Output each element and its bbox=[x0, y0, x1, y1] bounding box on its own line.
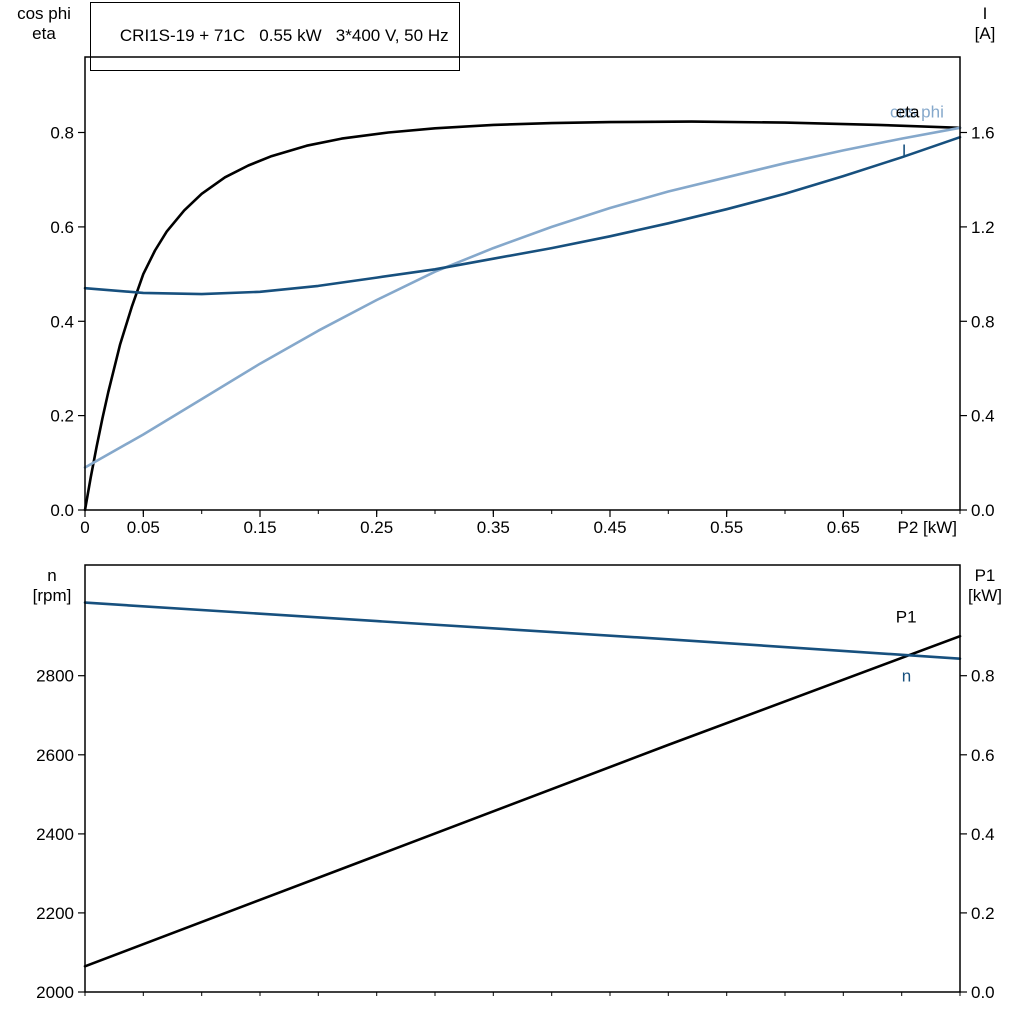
bottom-right-axis-title: P1 [kW] bbox=[956, 566, 1014, 606]
top-right-tick-label: 0.4 bbox=[971, 407, 995, 426]
eta-curve bbox=[83, 120, 962, 512]
current-axis-title: I bbox=[982, 4, 988, 23]
bottom-left-tick-label: 2400 bbox=[36, 825, 74, 844]
bottom-chart: 2000 2200 2400 2600 2800 0.0 0.2 0.4 0.6 0.8 P1 n bbox=[36, 564, 995, 1002]
top-right-tick-label: 0.0 bbox=[971, 501, 995, 520]
top-x-tick-label: 0.45 bbox=[593, 518, 626, 537]
i-curve bbox=[83, 135, 962, 296]
top-x-tick-label: 0.55 bbox=[710, 518, 743, 537]
bottom-plot-frame bbox=[84, 564, 961, 993]
top-left-tick-label: 0.0 bbox=[50, 501, 74, 520]
top-x-tick-label: 0.35 bbox=[477, 518, 510, 537]
p1-axis-unit: [kW] bbox=[968, 586, 1002, 605]
top-left-tick-label: 0.6 bbox=[50, 218, 74, 237]
chart-title: CRI1S-19 + 71C 0.55 kW 3*400 V, 50 Hz bbox=[119, 26, 449, 45]
top-x-tick-label: 0 bbox=[80, 518, 89, 537]
p1-curve-label: P1 bbox=[896, 607, 917, 626]
top-plot-frame bbox=[84, 56, 961, 511]
top-left-tick-label: 0.2 bbox=[50, 407, 74, 426]
bottom-left-tick-label: 2800 bbox=[36, 667, 74, 686]
bottom-right-tick-label: 0.8 bbox=[971, 667, 995, 686]
top-right-axis-title: I [A] bbox=[960, 4, 1010, 44]
bottom-left-tick-label: 2600 bbox=[36, 746, 74, 765]
i-curve-label: I bbox=[902, 141, 907, 160]
top-x-tick-label: 0.65 bbox=[827, 518, 860, 537]
top-x-tick-label: 0.05 bbox=[127, 518, 160, 537]
bottom-right-tick-label: 0.4 bbox=[971, 825, 995, 844]
top-x-tick-label: 0.25 bbox=[360, 518, 393, 537]
eta-axis-title: eta bbox=[32, 24, 56, 43]
eta-curve-label: eta bbox=[896, 102, 920, 121]
bottom-left-tick-label: 2000 bbox=[36, 983, 74, 1002]
cos-phi-curve bbox=[83, 126, 962, 469]
n-curve-label: n bbox=[902, 667, 911, 686]
top-x-axis-label: P2 [kW] bbox=[897, 518, 957, 537]
top-left-tick-label: 0.4 bbox=[50, 312, 74, 331]
cos-phi-axis-title: cos phi bbox=[17, 4, 71, 23]
top-right-tick-label: 0.8 bbox=[971, 312, 995, 331]
n-curve bbox=[83, 601, 962, 660]
top-right-tick-label: 1.2 bbox=[971, 218, 995, 237]
bottom-left-tick-label: 2200 bbox=[36, 904, 74, 923]
top-left-tick-label: 0.8 bbox=[50, 124, 74, 143]
bottom-left-axis-title: n [rpm] bbox=[18, 566, 86, 606]
p1-curve bbox=[83, 634, 962, 968]
speed-axis-title: n bbox=[47, 566, 57, 585]
top-x-tick-label: 0.15 bbox=[243, 518, 276, 537]
cos-phi-curve-label: cos phi bbox=[890, 102, 944, 121]
bottom-right-tick-label: 0.0 bbox=[971, 983, 995, 1002]
top-chart: 0 0.05 0.15 0.25 0.35 0.45 0.55 0.65 P2 [kW] 0.0 0… bbox=[50, 56, 995, 537]
bottom-right-tick-label: 0.6 bbox=[971, 746, 995, 765]
chart-title-box: CRI1S-19 + 71C 0.55 kW 3*400 V, 50 Hz bbox=[90, 2, 460, 71]
top-left-axis-title: cos phi eta bbox=[4, 4, 84, 44]
speed-axis-unit: [rpm] bbox=[32, 586, 72, 605]
current-axis-unit: [A] bbox=[974, 24, 996, 43]
bottom-right-tick-label: 0.2 bbox=[971, 904, 995, 923]
top-right-tick-label: 1.6 bbox=[971, 124, 995, 143]
p1-axis-title: P1 bbox=[974, 566, 996, 585]
